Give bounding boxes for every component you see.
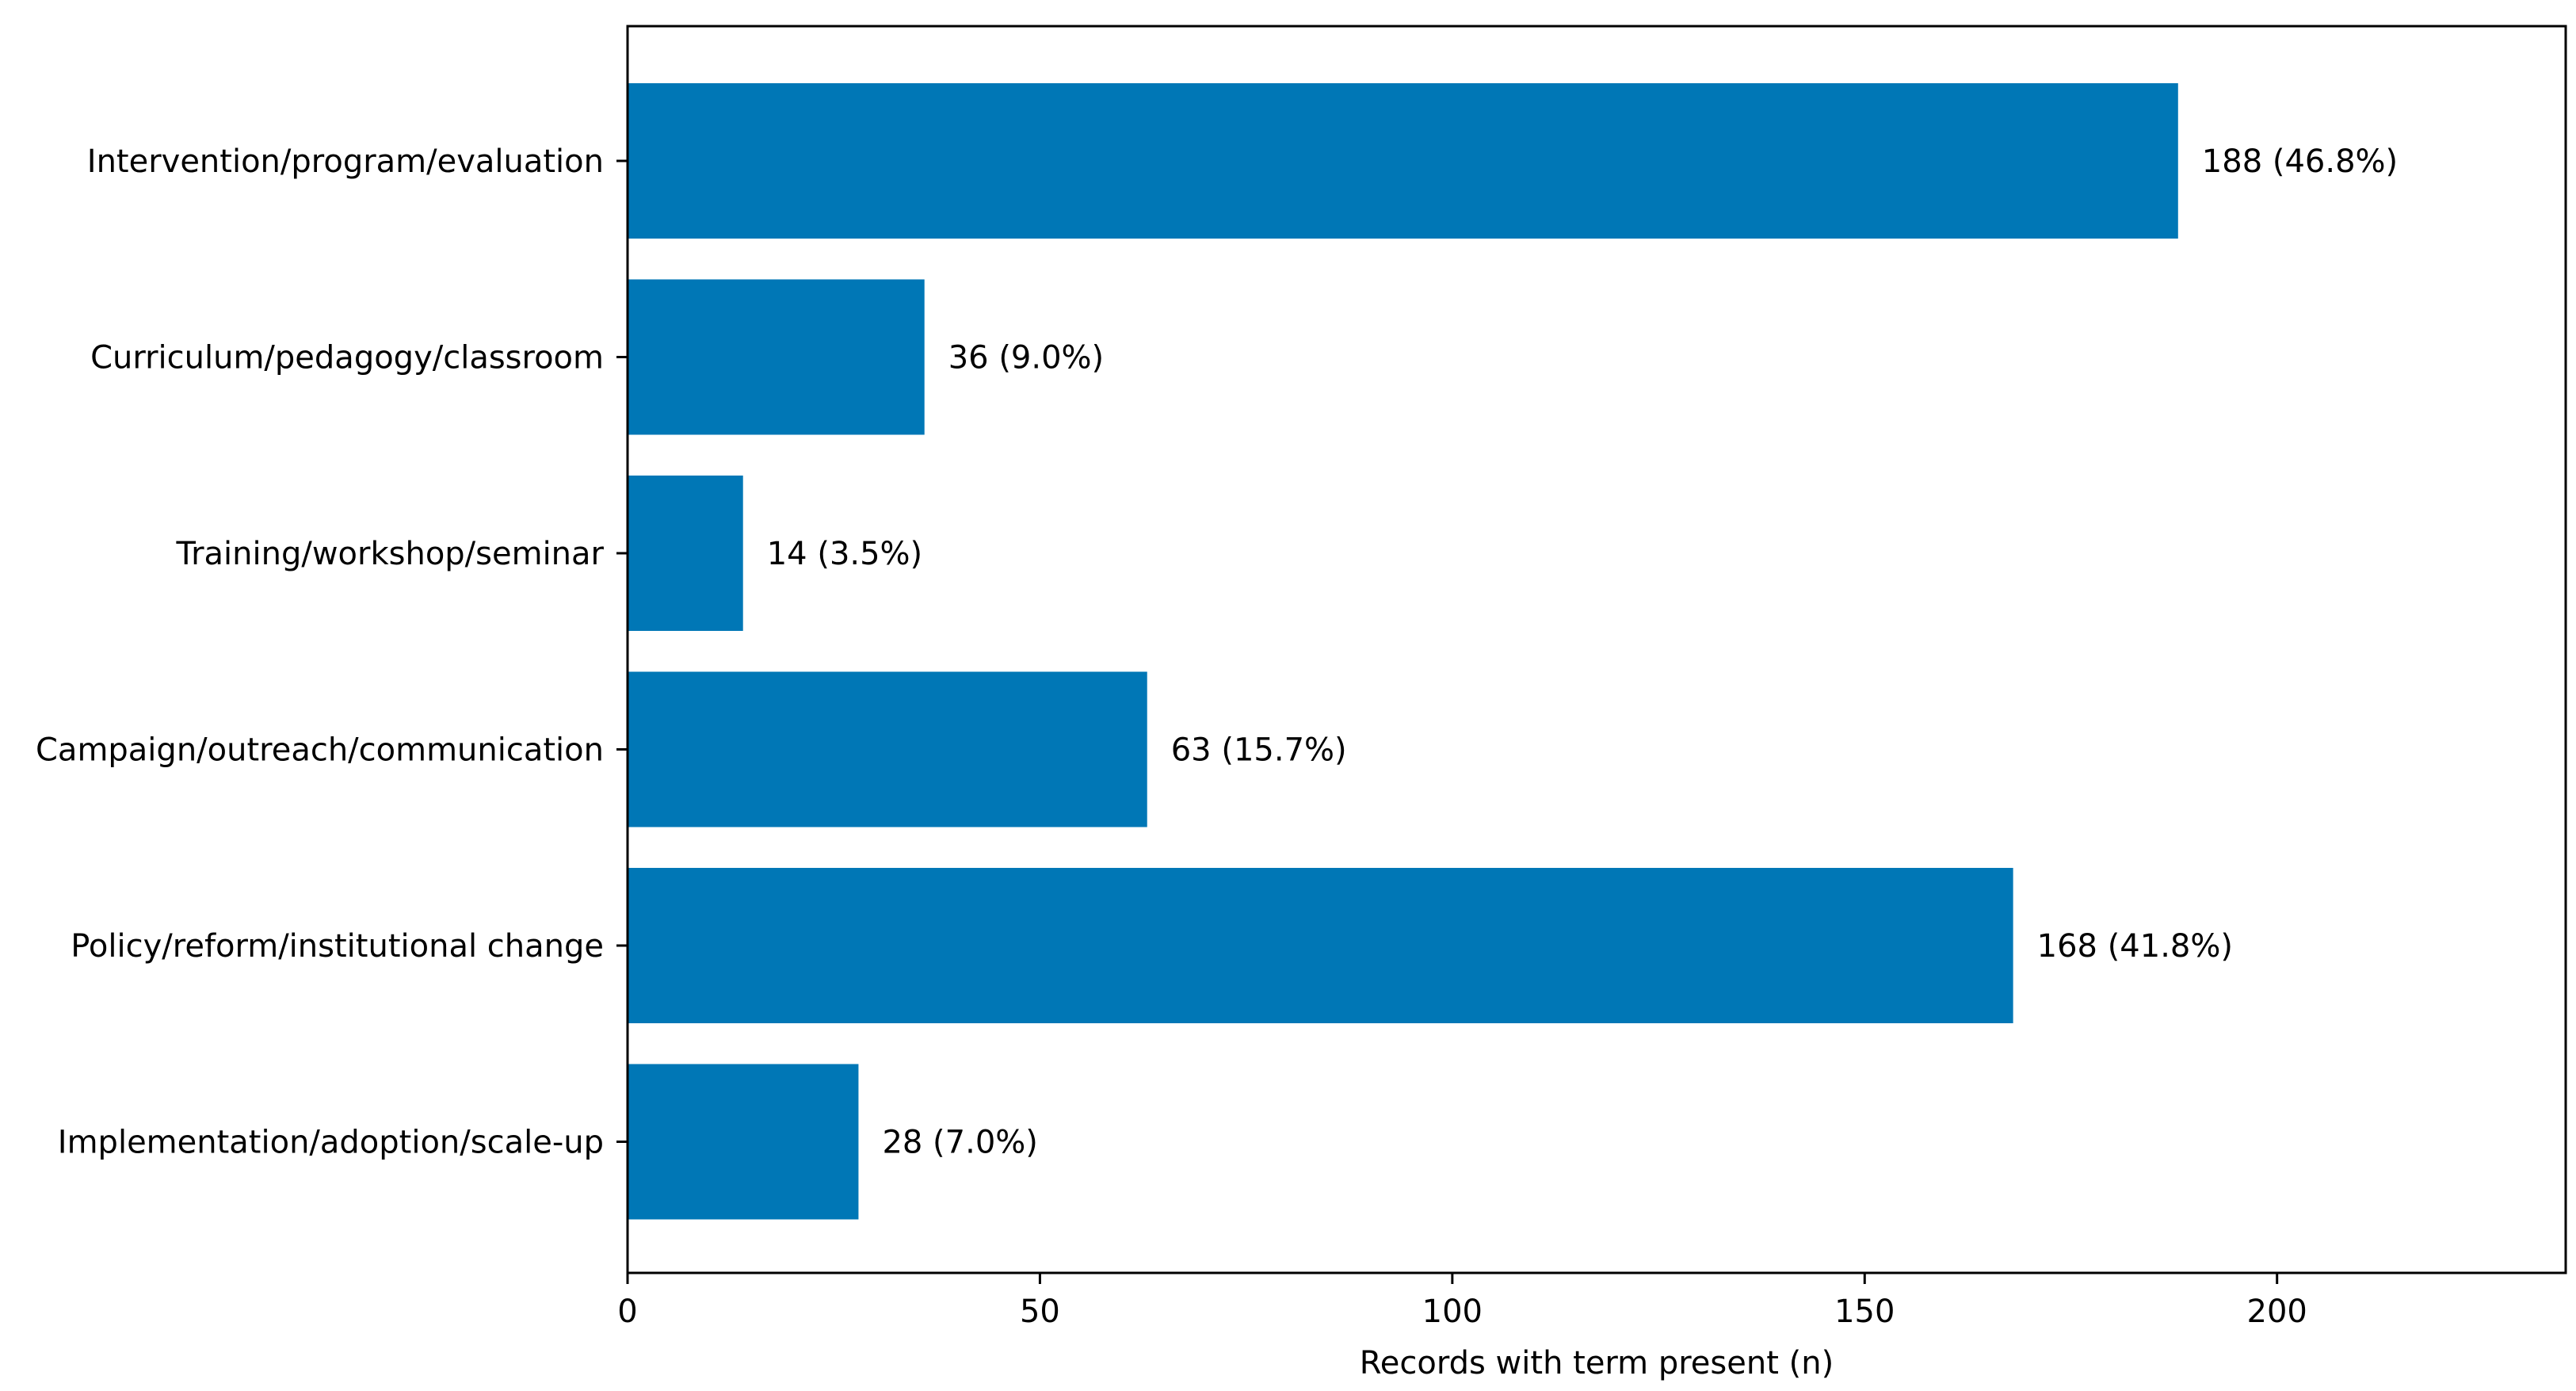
- bar: [628, 279, 925, 435]
- x-axis-title: Records with term present (n): [1360, 1345, 1834, 1381]
- x-tick-label: 50: [1020, 1294, 1060, 1330]
- bar-value-label: 63 (15.7%): [1171, 732, 1347, 769]
- bar-value-label: 168 (41.8%): [2037, 928, 2233, 965]
- x-tick-label: 100: [1422, 1294, 1483, 1330]
- bar: [628, 476, 743, 631]
- x-ticks-layer: 0 50 100 150 200: [617, 1273, 2307, 1330]
- bar-value-label: 28 (7.0%): [882, 1125, 1037, 1161]
- bar: [628, 83, 2178, 239]
- bar-value-label: 36 (9.0%): [948, 340, 1104, 376]
- category-label: Campaign/outreach/communication: [36, 732, 604, 769]
- category-label: Intervention/program/evaluation: [87, 143, 604, 180]
- category-label: Curriculum/pedagogy/classroom: [90, 340, 604, 376]
- x-tick-label: 150: [1834, 1294, 1895, 1330]
- bar: [628, 868, 2013, 1023]
- bar: [628, 671, 1147, 827]
- category-label: Policy/reform/institutional change: [71, 928, 604, 965]
- bar-value-label: 14 (3.5%): [767, 536, 922, 572]
- x-tick-label: 200: [2247, 1294, 2307, 1330]
- bar: [628, 1064, 859, 1220]
- category-label: Training/workshop/seminar: [176, 536, 605, 572]
- bars-layer: [628, 83, 2178, 1220]
- x-tick-label: 0: [617, 1294, 637, 1330]
- category-label: Implementation/adoption/scale-up: [58, 1125, 604, 1161]
- bar-value-label: 188 (46.8%): [2202, 143, 2398, 180]
- category-labels-layer: Intervention/program/evaluation Curriculu…: [36, 143, 628, 1161]
- plot-frame: [626, 25, 2567, 1274]
- value-labels-layer: 188 (46.8%) 36 (9.0%) 14 (3.5%) 63 (15.7%) 1…: [767, 143, 2398, 1161]
